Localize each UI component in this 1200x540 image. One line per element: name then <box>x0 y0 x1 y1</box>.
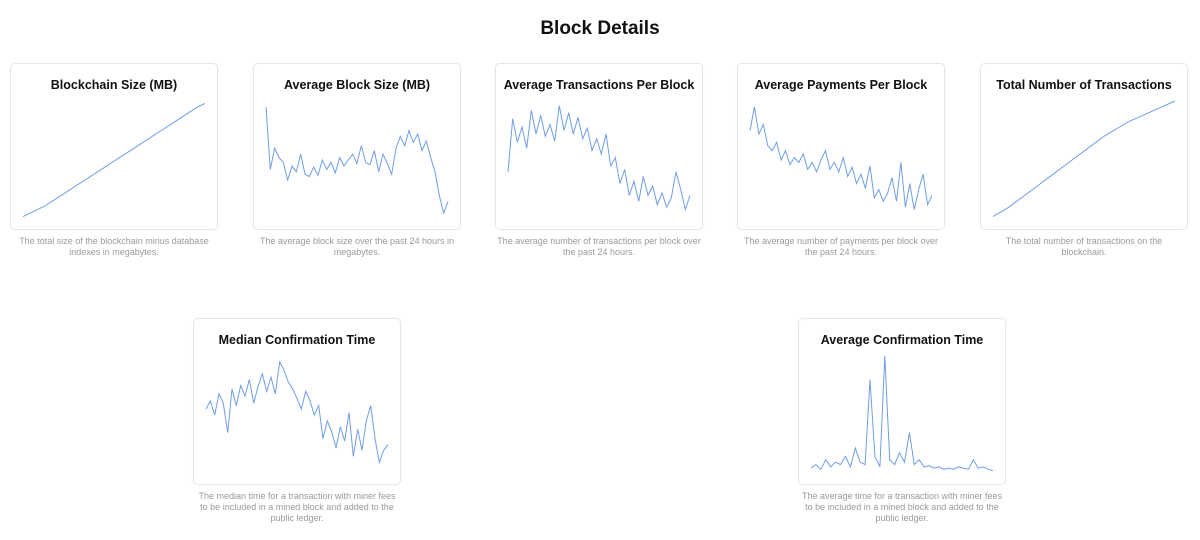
chart-title: Average Confirmation Time <box>820 333 984 347</box>
blockchain-size-line-chart <box>22 102 206 218</box>
chart-description: The average time for a transaction with … <box>801 491 1003 523</box>
median-confirmation-time-chart-card[interactable]: Median Confirmation Time <box>193 318 401 485</box>
blockchain-size-chart-card[interactable]: Blockchain Size (MB) <box>10 63 218 230</box>
chart-description: The average number of payments per block… <box>743 236 939 257</box>
average-block-size-line-chart <box>265 106 449 215</box>
average-payments-per-block-widget: Average Payments Per Block The average nu… <box>737 63 945 258</box>
series-line <box>265 106 449 215</box>
chart-description: The median time for a transaction with m… <box>198 491 396 523</box>
series-line <box>992 100 1176 218</box>
chart-title: Median Confirmation Time <box>218 333 376 347</box>
average-confirmation-time-line-chart <box>810 355 994 471</box>
median-confirmation-time-widget: Median Confirmation Time The median time … <box>193 318 401 524</box>
average-block-size-chart-card[interactable]: Average Block Size (MB) <box>253 63 461 230</box>
average-transactions-per-block-widget: Average Transactions Per Block The averag… <box>495 63 703 258</box>
total-number-of-transactions-chart-card[interactable]: Total Number of Transactions <box>980 63 1188 230</box>
average-confirmation-time-widget: Average Confirmation Time The average tim… <box>798 318 1006 524</box>
chart-title: Blockchain Size (MB) <box>50 78 178 92</box>
chart-description: The total size of the blockchain minus d… <box>19 236 209 257</box>
series-line <box>810 355 994 471</box>
chart-description: The average number of transactions per b… <box>497 236 701 257</box>
chart-title: Average Block Size (MB) <box>283 78 431 92</box>
median-confirmation-time-line-chart <box>205 360 389 465</box>
series-line <box>749 106 933 210</box>
average-confirmation-time-chart-card[interactable]: Average Confirmation Time <box>798 318 1006 485</box>
total-number-of-transactions-widget: Total Number of Transactions The total nu… <box>980 63 1188 258</box>
average-payments-per-block-line-chart <box>749 106 933 210</box>
series-line <box>507 105 691 212</box>
blockchain-size-widget: Blockchain Size (MB) The total size of th… <box>10 63 218 258</box>
chart-description: The total number of transactions on the … <box>1005 236 1163 257</box>
average-transactions-per-block-chart-card[interactable]: Average Transactions Per Block <box>495 63 703 230</box>
chart-description: The average block size over the past 24 … <box>259 236 455 257</box>
chart-title: Average Payments Per Block <box>754 78 928 92</box>
average-transactions-per-block-line-chart <box>507 105 691 212</box>
series-line <box>205 360 389 465</box>
average-block-size-widget: Average Block Size (MB) The average block… <box>253 63 461 258</box>
page-title: Block Details <box>540 18 660 39</box>
series-line <box>22 102 206 218</box>
chart-title: Total Number of Transactions <box>996 78 1172 92</box>
total-number-of-transactions-line-chart <box>992 100 1176 218</box>
average-payments-per-block-chart-card[interactable]: Average Payments Per Block <box>737 63 945 230</box>
chart-title: Average Transactions Per Block <box>503 78 695 92</box>
